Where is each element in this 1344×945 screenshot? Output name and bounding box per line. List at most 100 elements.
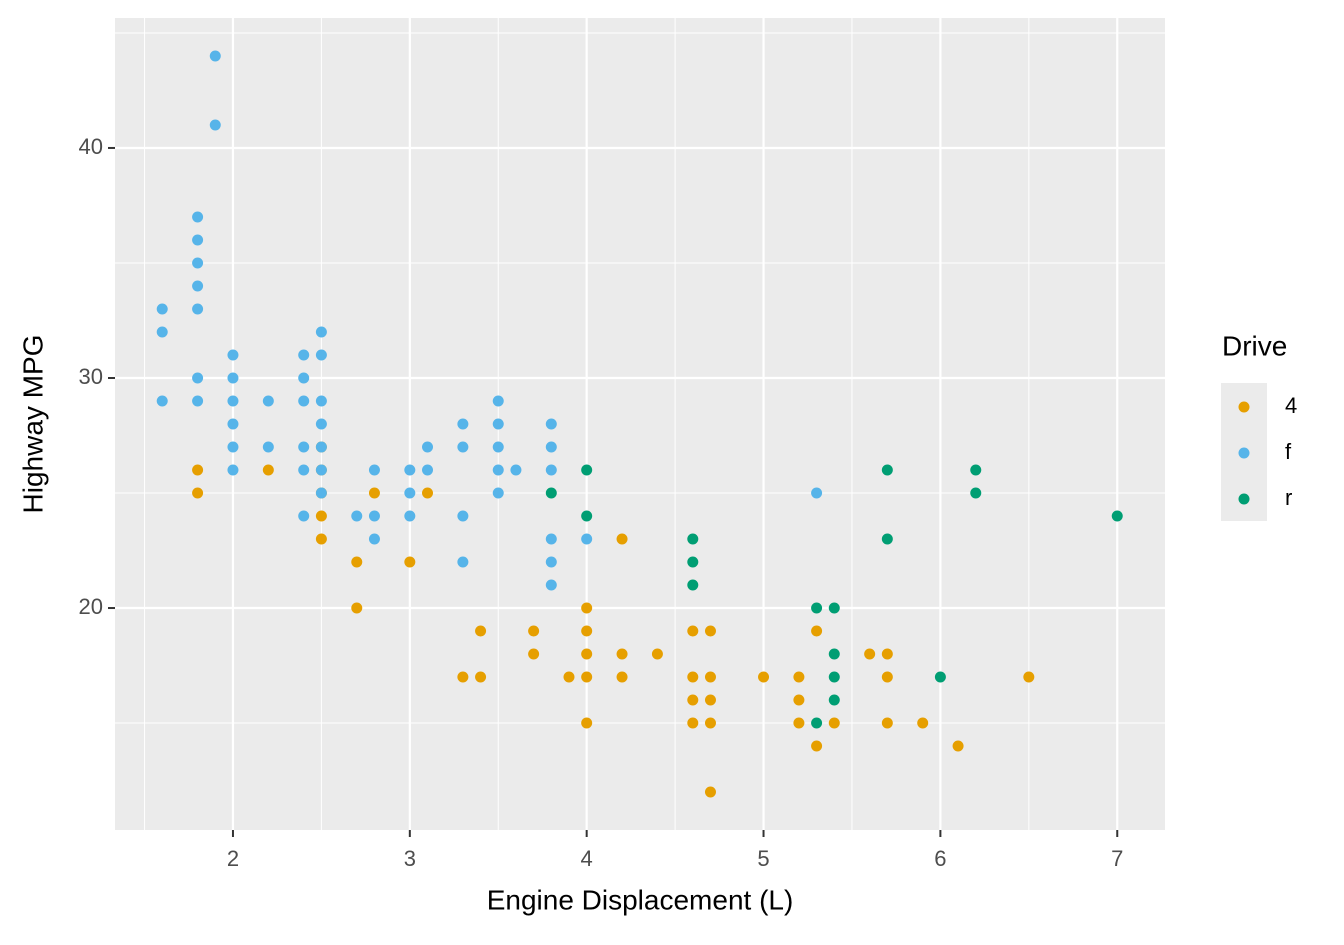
point: [227, 464, 239, 476]
point: [262, 441, 274, 453]
legend-title: Drive: [1222, 330, 1287, 361]
point: [298, 510, 310, 522]
x-tick-label: 7: [1111, 846, 1123, 871]
point: [687, 556, 699, 568]
legend-key: [1238, 447, 1250, 459]
point: [581, 533, 593, 545]
point: [368, 464, 380, 476]
point: [881, 671, 893, 683]
legend-label: r: [1285, 485, 1292, 510]
point: [917, 717, 929, 729]
point: [351, 602, 363, 614]
point: [492, 487, 504, 499]
point: [368, 510, 380, 522]
point: [492, 418, 504, 430]
point: [457, 441, 469, 453]
point: [457, 556, 469, 568]
point: [970, 487, 982, 499]
point: [704, 671, 716, 683]
point: [457, 418, 469, 430]
point: [687, 694, 699, 706]
point: [704, 717, 716, 729]
point: [1111, 510, 1123, 522]
point: [298, 372, 310, 384]
point: [687, 533, 699, 545]
y-tick-label: 30: [79, 364, 103, 389]
point: [492, 464, 504, 476]
point: [581, 510, 593, 522]
point: [475, 671, 487, 683]
point: [227, 441, 239, 453]
point: [952, 740, 964, 752]
legend-key: [1238, 401, 1250, 413]
point: [687, 625, 699, 637]
point: [192, 487, 204, 499]
point: [422, 487, 434, 499]
point: [457, 510, 469, 522]
x-tick-label: 5: [757, 846, 769, 871]
point: [298, 395, 310, 407]
point: [475, 625, 487, 637]
point: [298, 349, 310, 361]
point: [687, 671, 699, 683]
point: [704, 786, 716, 798]
point: [811, 602, 823, 614]
point: [581, 648, 593, 660]
point: [192, 234, 204, 246]
y-tick-label: 40: [79, 134, 103, 159]
point: [227, 395, 239, 407]
point: [227, 418, 239, 430]
point: [651, 648, 663, 660]
point: [351, 510, 363, 522]
legend-label: f: [1285, 439, 1292, 464]
point: [315, 510, 327, 522]
point: [404, 487, 416, 499]
point: [298, 441, 310, 453]
point: [192, 372, 204, 384]
legend-key: [1238, 493, 1250, 505]
point: [545, 556, 557, 568]
y-axis-title: Highway MPG: [17, 335, 48, 514]
x-tick-label: 3: [404, 846, 416, 871]
point: [404, 464, 416, 476]
point: [156, 303, 168, 315]
point: [492, 395, 504, 407]
point: [492, 441, 504, 453]
point: [758, 671, 770, 683]
point: [315, 487, 327, 499]
point: [545, 533, 557, 545]
point: [545, 418, 557, 430]
point: [581, 625, 593, 637]
point: [227, 349, 239, 361]
point: [970, 464, 982, 476]
point: [881, 464, 893, 476]
point: [864, 648, 876, 660]
point: [811, 740, 823, 752]
point: [192, 280, 204, 292]
point: [192, 211, 204, 223]
point: [315, 464, 327, 476]
legend-label: 4: [1285, 393, 1297, 418]
x-tick-label: 6: [934, 846, 946, 871]
point: [934, 671, 946, 683]
point: [209, 119, 221, 131]
point: [404, 556, 416, 568]
point: [315, 395, 327, 407]
point: [192, 464, 204, 476]
point: [262, 395, 274, 407]
point: [545, 487, 557, 499]
point: [793, 694, 805, 706]
point: [156, 326, 168, 338]
point: [793, 671, 805, 683]
point: [616, 648, 628, 660]
point: [510, 464, 522, 476]
point: [315, 349, 327, 361]
point: [881, 717, 893, 729]
point: [315, 418, 327, 430]
point: [687, 717, 699, 729]
point: [828, 694, 840, 706]
point: [298, 464, 310, 476]
point: [192, 303, 204, 315]
point: [192, 395, 204, 407]
point: [315, 533, 327, 545]
